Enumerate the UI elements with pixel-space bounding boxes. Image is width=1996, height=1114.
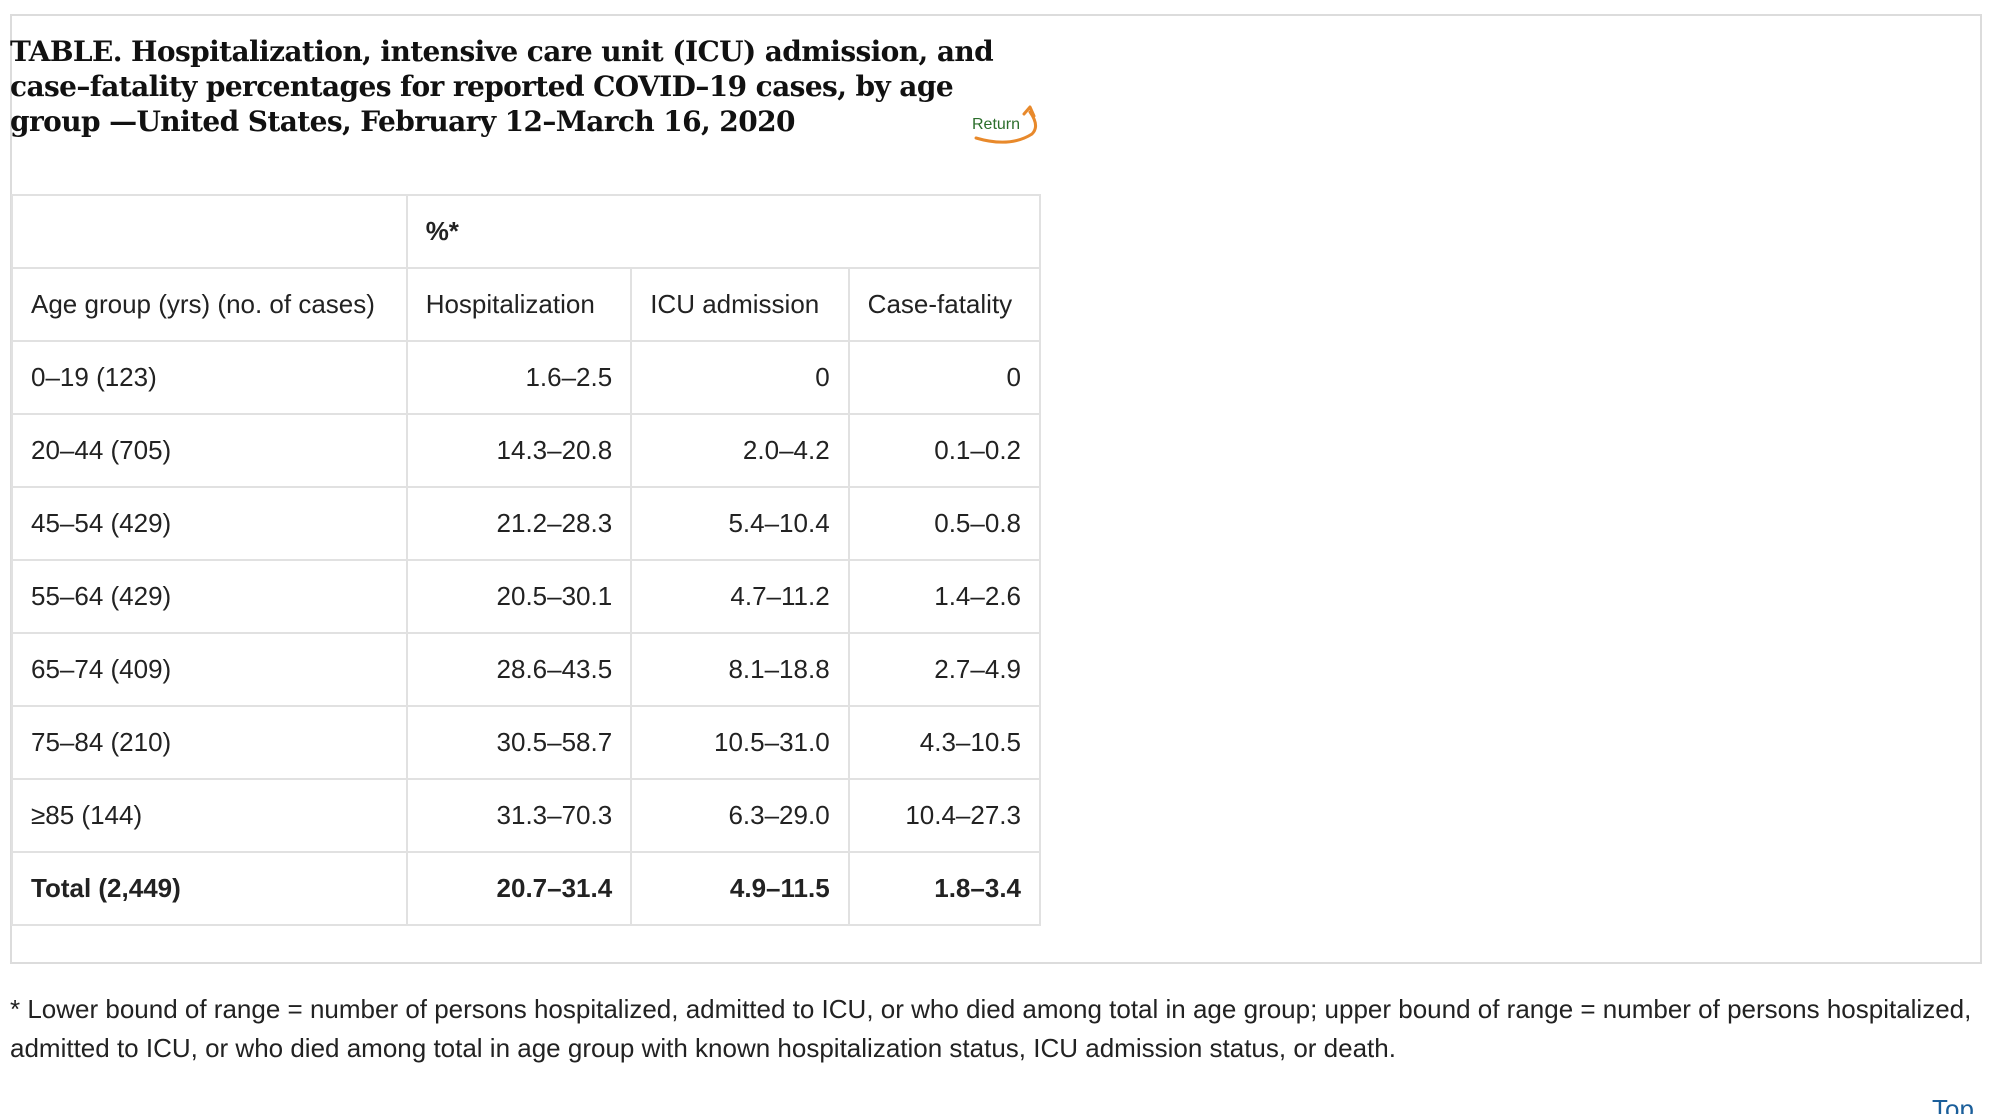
hospitalization-cell: 20.5–30.1 [405,559,633,634]
hospitalization-cell: 30.5–58.7 [405,705,633,780]
hospitalization-cell: 21.2–28.3 [405,486,633,561]
table-row: 45–54 (429) 21.2–28.3 5.4–10.4 0.5–0.8 [11,486,1042,561]
hospitalization-cell: 31.3–70.3 [405,778,633,853]
total-label-cell: Total (2,449) [11,851,408,926]
percent-group-header: %* [405,194,1042,269]
return-arrow-icon [974,105,1037,144]
case-fatality-cell: 10.4–27.3 [847,778,1042,853]
table-total-row: Total (2,449) 20.7–31.4 4.9–11.5 1.8–3.4 [11,851,1042,926]
table-row: 20–44 (705) 14.3–20.8 2.0–4.2 0.1–0.2 [11,413,1042,488]
hospitalization-cell: 14.3–20.8 [405,413,633,488]
table-row: ≥85 (144) 31.3–70.3 6.3–29.0 10.4–27.3 [11,778,1042,853]
icu-admission-cell: 6.3–29.0 [630,778,850,853]
header-empty-cell [11,194,408,269]
total-icu-admission-cell: 4.9–11.5 [630,851,850,926]
case-fatality-cell: 0 [847,340,1042,415]
top-link[interactable]: Top [1932,1094,1974,1114]
table-container [10,14,1982,964]
return-label: Return [972,116,1021,133]
case-fatality-cell: 0.1–0.2 [847,413,1042,488]
column-header-icu-admission: ICU admission [630,267,850,342]
table-group-header-row: %* [11,194,1042,269]
total-case-fatality-cell: 1.8–3.4 [847,851,1042,926]
hospitalization-cell: 1.6–2.5 [405,340,633,415]
age-group-cell: ≥85 (144) [11,778,408,853]
case-fatality-cell: 2.7–4.9 [847,632,1042,707]
table-footnote: * Lower bound of range = number of perso… [10,994,1972,1063]
table-header-row: Age group (yrs) (no. of cases) Hospitali… [11,267,1042,342]
age-group-cell: 45–54 (429) [11,486,408,561]
return-link[interactable]: Return [970,104,1042,148]
table-row: 55–64 (429) 20.5–30.1 4.7–11.2 1.4–2.6 [11,559,1042,634]
age-group-cell: 0–19 (123) [11,340,408,415]
icu-admission-cell: 0 [630,340,850,415]
icu-admission-cell: 10.5–31.0 [630,705,850,780]
column-header-age-group: Age group (yrs) (no. of cases) [11,267,408,342]
case-fatality-cell: 0.5–0.8 [847,486,1042,561]
icu-admission-cell: 5.4–10.4 [630,486,850,561]
age-group-cell: 55–64 (429) [11,559,408,634]
column-header-case-fatality: Case-fatality [847,267,1042,342]
case-fatality-cell: 1.4–2.6 [847,559,1042,634]
case-fatality-cell: 4.3–10.5 [847,705,1042,780]
table-caption: TABLE. Hospitalization, intensive care u… [10,35,994,138]
icu-admission-cell: 8.1–18.8 [630,632,850,707]
column-header-hospitalization: Hospitalization [405,267,633,342]
data-table: %* Age group (yrs) (no. of cases) Hospit… [11,194,1042,926]
total-hospitalization-cell: 20.7–31.4 [405,851,633,926]
age-group-cell: 20–44 (705) [11,413,408,488]
icu-admission-cell: 2.0–4.2 [630,413,850,488]
table-row: 0–19 (123) 1.6–2.5 0 0 [11,340,1042,415]
age-group-cell: 75–84 (210) [11,705,408,780]
table-row: 75–84 (210) 30.5–58.7 10.5–31.0 4.3–10.5 [11,705,1042,780]
icu-admission-cell: 4.7–11.2 [630,559,850,634]
age-group-cell: 65–74 (409) [11,632,408,707]
hospitalization-cell: 28.6–43.5 [405,632,633,707]
table-row: 65–74 (409) 28.6–43.5 8.1–18.8 2.7–4.9 [11,632,1042,707]
